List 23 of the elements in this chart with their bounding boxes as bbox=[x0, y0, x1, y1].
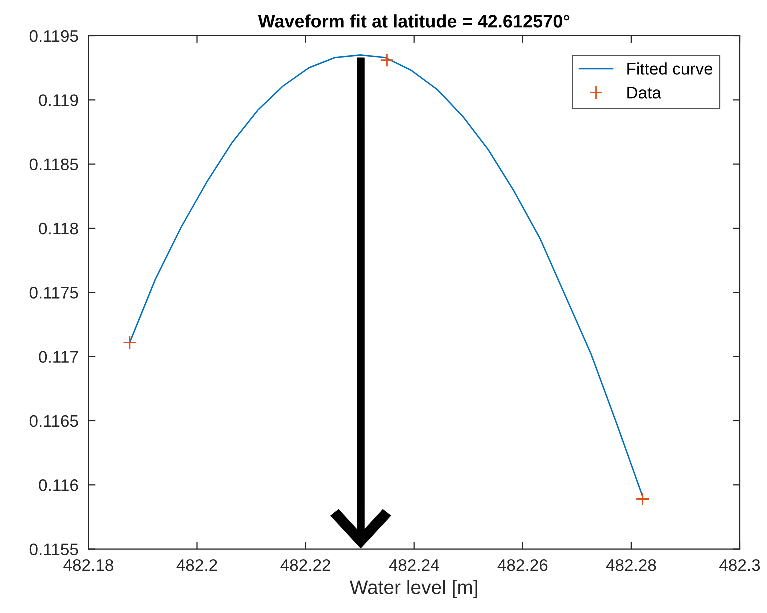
point bbox=[123, 336, 137, 350]
x-tick-label: 482.18 bbox=[64, 559, 114, 572]
x-tick-label: 482.3 bbox=[720, 559, 760, 572]
legend-label: Fitted curve bbox=[628, 62, 713, 75]
y-tick-label: 0.1195 bbox=[30, 30, 78, 42]
x-tick-label: 482.2 bbox=[176, 559, 218, 572]
y-tick-label: 0.1175 bbox=[30, 287, 78, 299]
x-tick-label: 482.22 bbox=[280, 559, 330, 572]
x-tick-label: 482.28 bbox=[606, 559, 656, 572]
y-tick-label: 0.119 bbox=[39, 94, 78, 106]
x-tick-label: 482.26 bbox=[498, 559, 548, 572]
y-tick-label: 0.116 bbox=[39, 480, 78, 492]
y-tick-label: 0.117 bbox=[39, 351, 78, 364]
y-tick-label: 0.118 bbox=[39, 222, 78, 235]
y-tick-label: 0.1155 bbox=[30, 544, 78, 556]
chart-title: Waveform fit at latitude = 42.612570° bbox=[258, 14, 570, 28]
y-tick-label: 0.1165 bbox=[30, 415, 78, 428]
legend-label: Data bbox=[628, 87, 662, 99]
x-axis-title: Water level [m] bbox=[350, 580, 478, 598]
x-tick-label: 482.24 bbox=[389, 559, 440, 572]
y-tick-label: 0.1185 bbox=[30, 158, 78, 171]
point bbox=[380, 53, 394, 68]
point bbox=[636, 492, 650, 506]
